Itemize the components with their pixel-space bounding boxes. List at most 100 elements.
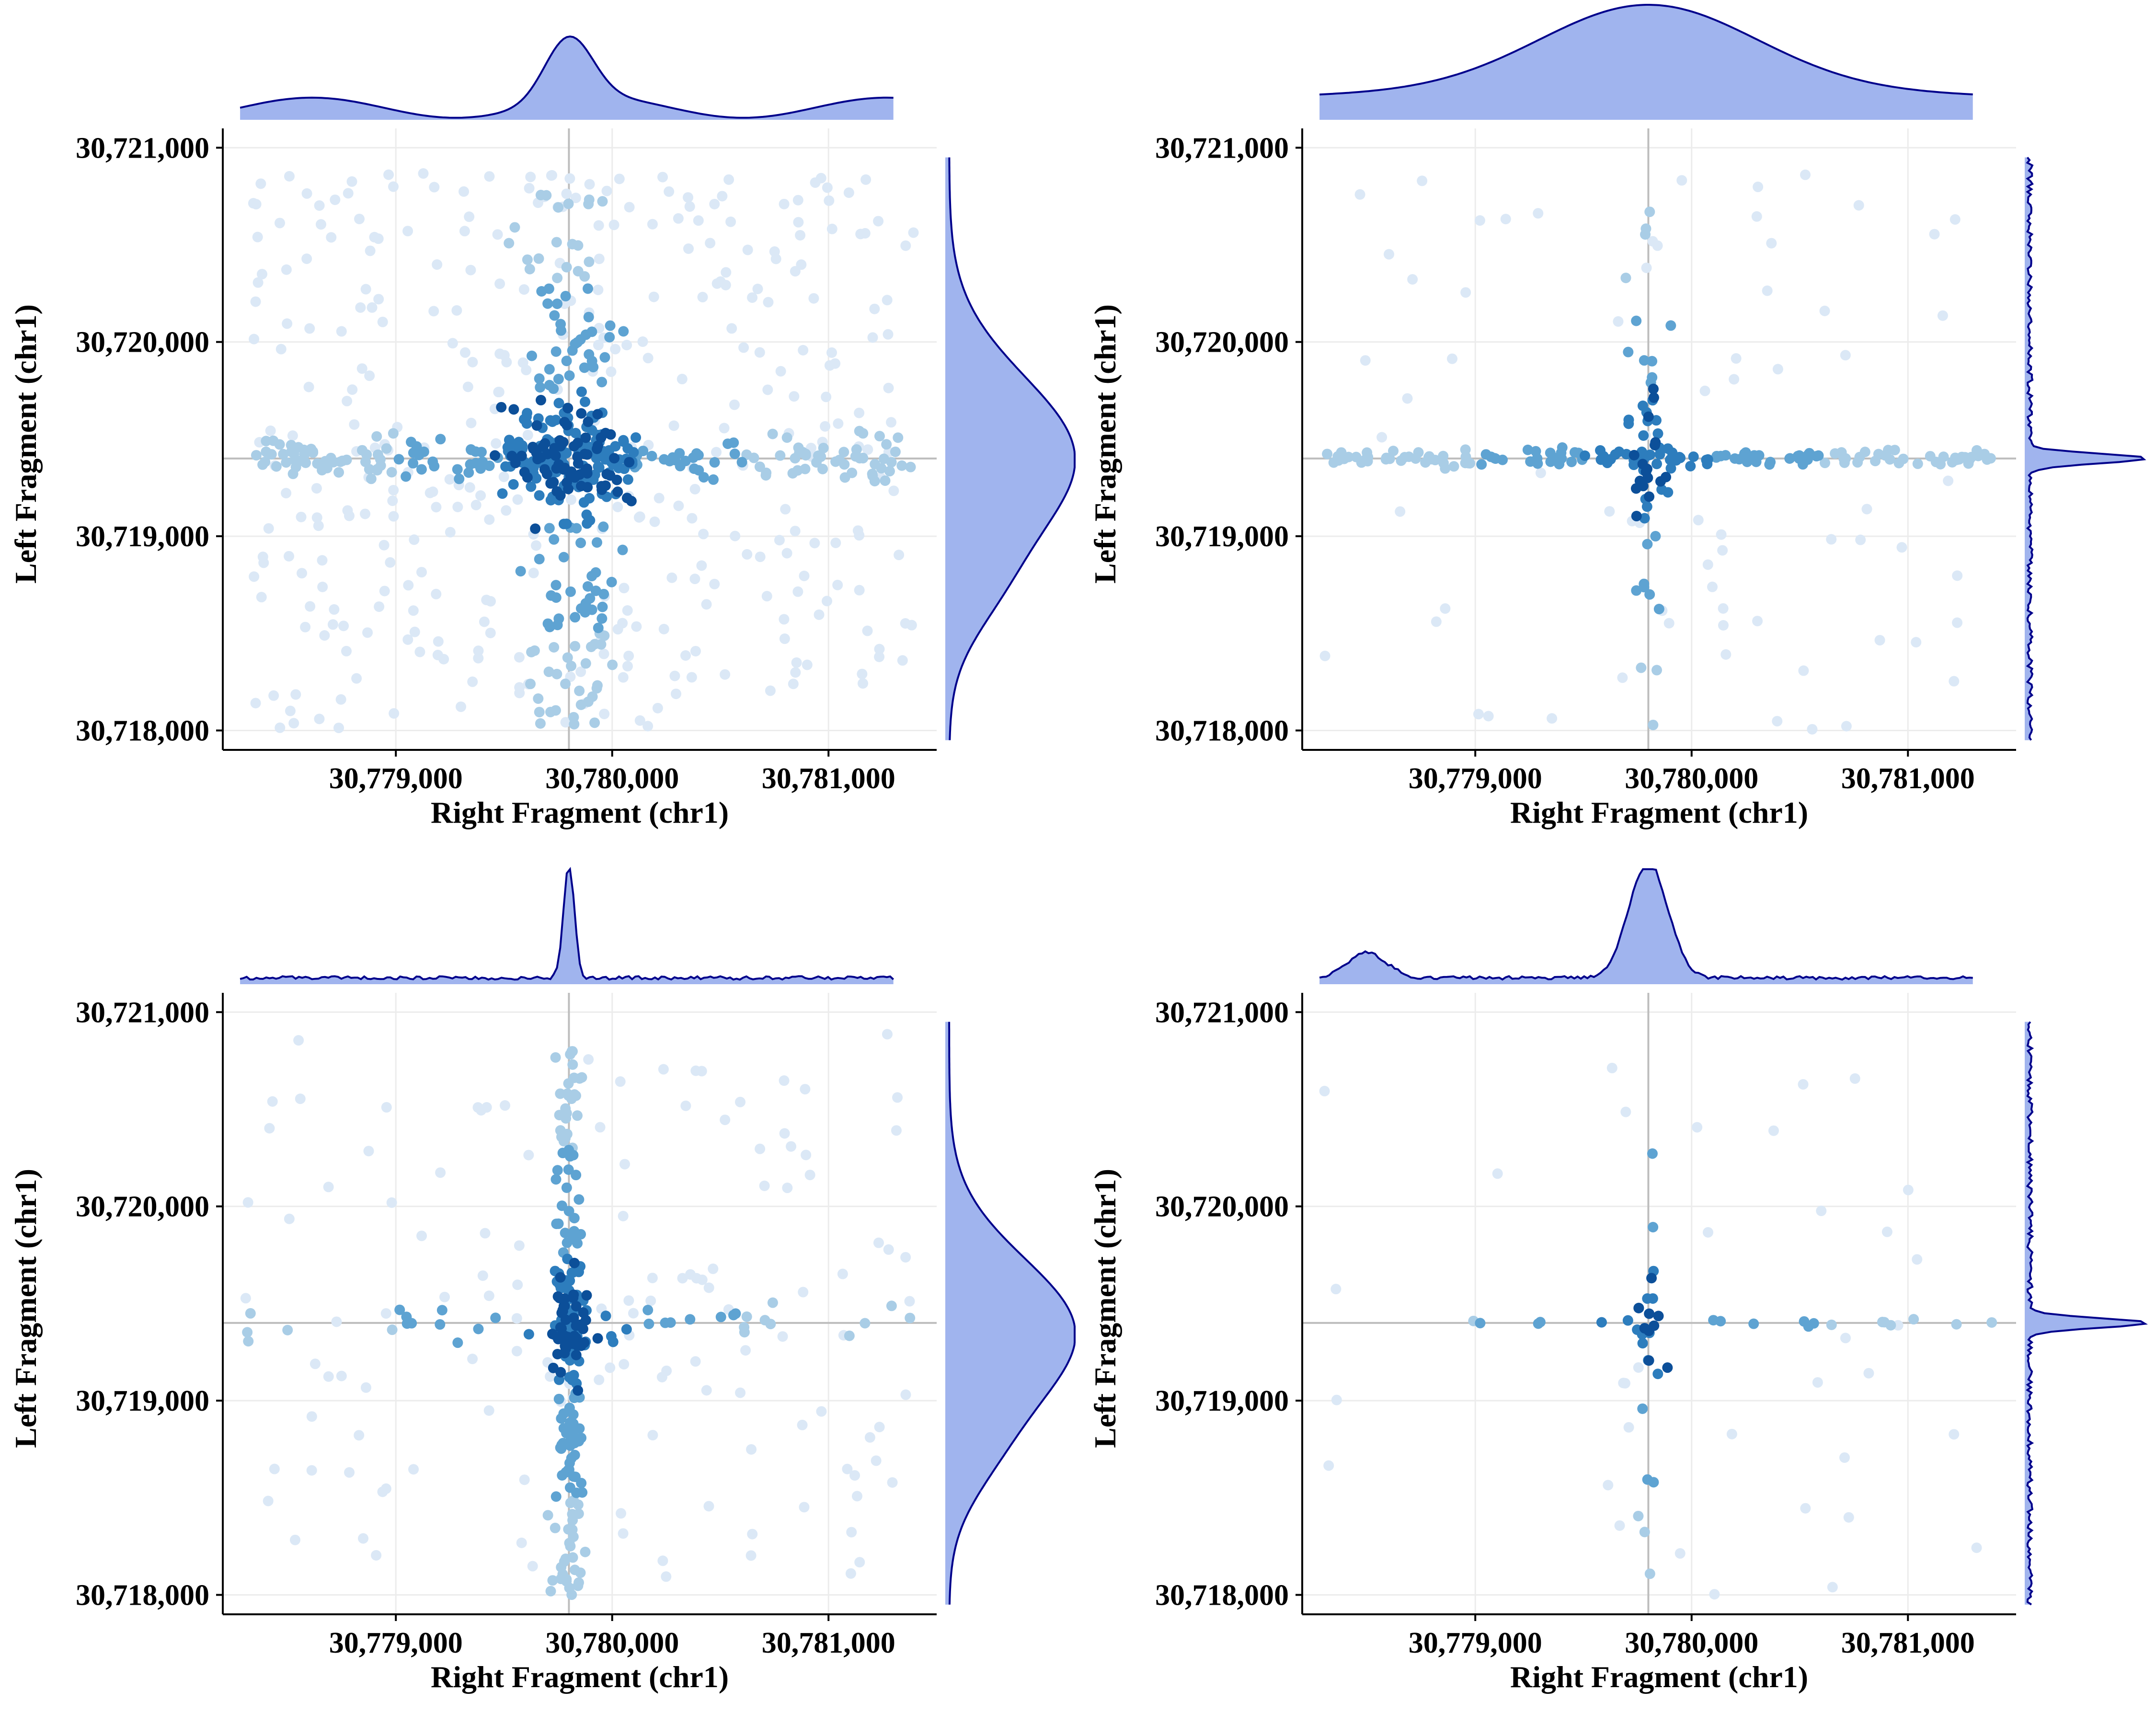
data-point [268, 690, 279, 701]
data-point [565, 1541, 576, 1552]
data-point [462, 381, 473, 392]
data-point [287, 430, 298, 441]
x-tick-label: 30,781,000 [1841, 762, 1975, 795]
data-point [658, 1064, 669, 1075]
data-point [723, 174, 734, 185]
data-point [740, 1345, 751, 1356]
data-point [1642, 1474, 1653, 1485]
data-point [775, 366, 786, 377]
data-point [1525, 456, 1536, 467]
data-point [609, 453, 620, 464]
data-point [575, 1567, 586, 1578]
data-point [274, 439, 285, 450]
data-point [564, 370, 575, 381]
data-point [1579, 450, 1590, 461]
data-point [311, 483, 322, 494]
data-point [1319, 650, 1330, 661]
data-point [1438, 458, 1449, 469]
y-tick-label: 30,719,000 [76, 520, 209, 553]
data-point [673, 213, 684, 224]
data-point [377, 316, 388, 327]
data-point [444, 474, 455, 485]
data-point [409, 626, 420, 637]
data-point [592, 1333, 603, 1344]
data-point [893, 432, 904, 443]
data-point [882, 1029, 893, 1040]
data-point [1623, 414, 1634, 426]
data-point [843, 187, 854, 198]
data-point [381, 443, 392, 454]
data-point [553, 374, 564, 385]
data-point [336, 1370, 347, 1381]
data-point [573, 1577, 584, 1588]
data-point [584, 349, 595, 360]
data-point [535, 718, 546, 729]
data-point [544, 523, 555, 534]
data-point [591, 683, 602, 694]
data-point [558, 518, 569, 529]
data-point [594, 253, 605, 264]
data-point [566, 660, 577, 671]
data-point [593, 622, 604, 633]
data-point [574, 685, 585, 696]
y-tick-label: 30,721,000 [1155, 996, 1289, 1029]
data-point [1840, 350, 1851, 361]
data-point [638, 446, 649, 457]
data-point [576, 408, 587, 419]
data-point [1826, 534, 1837, 545]
data-point [545, 1371, 556, 1382]
data-point [1631, 511, 1642, 522]
data-point [658, 623, 669, 634]
data-point [1384, 249, 1395, 260]
x-tick-label: 30,779,000 [329, 762, 463, 795]
marginal-density-x-area [1319, 869, 1973, 984]
data-point [555, 1125, 566, 1136]
data-point [483, 1290, 494, 1301]
data-point [567, 1059, 578, 1070]
data-point [808, 293, 819, 304]
data-point [1407, 274, 1418, 285]
data-point [1908, 1314, 1919, 1325]
data-point [709, 457, 720, 468]
data-point [849, 1470, 860, 1481]
data-point [504, 238, 515, 249]
data-point [539, 464, 550, 475]
data-point [477, 1270, 488, 1281]
data-point [551, 486, 562, 497]
data-point [790, 526, 801, 537]
data-point [876, 463, 887, 474]
data-point [245, 1308, 256, 1319]
data-point [885, 417, 896, 428]
data-point [646, 450, 657, 461]
data-point [1648, 383, 1659, 394]
data-point [685, 1269, 696, 1280]
data-point [545, 1586, 556, 1597]
data-point [883, 382, 894, 393]
data-point [881, 439, 892, 450]
data-point [593, 220, 604, 231]
data-point [378, 540, 390, 551]
data-point [526, 646, 537, 657]
data-point [1628, 449, 1640, 460]
data-point [649, 516, 660, 527]
data-point [607, 659, 618, 670]
data-point [1647, 1148, 1658, 1159]
data-point [742, 244, 753, 255]
data-point [660, 1317, 671, 1328]
data-point [774, 535, 785, 546]
data-point [1473, 709, 1484, 720]
data-point [523, 1150, 534, 1161]
data-point [555, 1272, 566, 1283]
data-point [327, 619, 338, 630]
data-point [869, 303, 880, 314]
x-axis-title: Right Fragment (chr1) [431, 1660, 729, 1694]
data-point [719, 423, 730, 434]
y-axis-title: Left Fragment (chr1) [9, 1169, 43, 1448]
data-point [243, 1336, 254, 1347]
data-point [580, 607, 591, 618]
data-point [882, 295, 893, 306]
data-point [281, 457, 292, 468]
data-point [777, 1331, 788, 1342]
data-point [1381, 452, 1392, 463]
